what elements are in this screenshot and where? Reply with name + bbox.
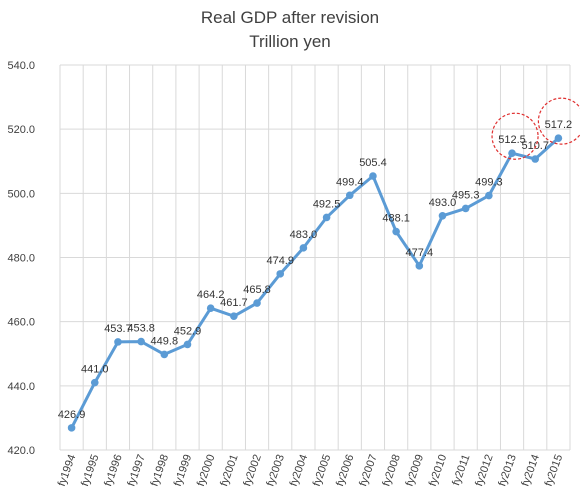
highlight-circle bbox=[491, 112, 539, 160]
x-tick-label: fy2003 bbox=[264, 453, 287, 488]
data-point bbox=[160, 350, 169, 359]
x-tick-label: fy2010 bbox=[427, 453, 450, 488]
x-tick-label: fy2009 bbox=[404, 453, 427, 488]
data-point bbox=[438, 211, 447, 220]
data-point bbox=[531, 155, 540, 163]
series-line bbox=[70, 136, 560, 429]
gridlines bbox=[59, 64, 571, 451]
x-tick-label: fy2014 bbox=[519, 453, 542, 488]
data-label: 452.9 bbox=[174, 325, 202, 337]
data-label: 493.0 bbox=[429, 197, 457, 209]
data-label: 488.1 bbox=[382, 213, 410, 225]
highlight-circle bbox=[537, 97, 580, 145]
x-tick-label: fy2006 bbox=[334, 453, 357, 488]
x-tick-label: fy2004 bbox=[288, 453, 311, 488]
data-point bbox=[183, 340, 192, 349]
x-tick-label: fy2005 bbox=[311, 453, 334, 488]
x-tick-label: fy1994 bbox=[56, 453, 79, 488]
data-label: 449.8 bbox=[151, 335, 179, 347]
x-tick-label: fy2012 bbox=[473, 453, 496, 488]
x-tick-label: fy2015 bbox=[543, 453, 566, 488]
data-point bbox=[345, 191, 354, 200]
data-point bbox=[276, 270, 285, 278]
y-tick-label: 480.0 bbox=[7, 253, 35, 265]
data-point bbox=[485, 191, 493, 200]
x-tick-label: fy1999 bbox=[172, 453, 195, 488]
y-tick-label: 520.0 bbox=[7, 124, 35, 136]
y-tick-label: 460.0 bbox=[7, 317, 35, 329]
data-point bbox=[137, 337, 145, 346]
y-tick-label: 420.0 bbox=[7, 445, 35, 457]
highlight-circles bbox=[491, 97, 580, 160]
x-tick-label: fy1996 bbox=[102, 453, 125, 488]
data-point bbox=[554, 134, 563, 142]
data-point bbox=[90, 378, 99, 387]
y-tick-label: 500.0 bbox=[7, 188, 35, 200]
data-label: 464.2 bbox=[197, 289, 225, 301]
x-tick-label: fy1998 bbox=[149, 453, 172, 488]
data-label: 461.7 bbox=[220, 297, 248, 309]
chart-title: Real GDP after revision bbox=[201, 8, 379, 27]
data-label: 453.7 bbox=[104, 323, 132, 335]
data-label: 426.9 bbox=[58, 409, 86, 421]
data-label: 499.3 bbox=[475, 177, 503, 189]
data-label: 492.5 bbox=[313, 198, 341, 210]
x-tick-label: fy2002 bbox=[241, 453, 264, 488]
data-point bbox=[415, 262, 424, 270]
data-label: 517.2 bbox=[545, 119, 573, 131]
data-point bbox=[392, 227, 400, 236]
chart-subtitle: Trillion yen bbox=[249, 32, 331, 51]
x-tick-label: fy2013 bbox=[496, 453, 519, 488]
data-point bbox=[253, 299, 261, 307]
x-axis-ticks: fy1994 fy1995 fy1996 fy1997 fy1998 fy1999 fy20… bbox=[56, 453, 565, 488]
data-label: 495.3 bbox=[452, 189, 480, 201]
x-tick-label: fy2011 bbox=[450, 453, 472, 487]
data-point bbox=[508, 149, 516, 158]
data-label: 465.8 bbox=[243, 284, 271, 296]
data-point bbox=[461, 204, 470, 213]
data-label: 441.0 bbox=[81, 364, 109, 376]
y-axis-ticks: 420.0 440.0 460.0 480.0 500.0 520.0 540.0 bbox=[7, 60, 35, 457]
y-tick-label: 440.0 bbox=[7, 381, 35, 393]
x-tick-label: fy2001 bbox=[218, 453, 241, 488]
x-tick-label: fy2007 bbox=[357, 453, 380, 488]
data-point bbox=[322, 213, 331, 222]
series-line-group bbox=[70, 136, 560, 429]
data-label: 505.4 bbox=[359, 157, 387, 169]
x-tick-label: fy1995 bbox=[79, 453, 102, 488]
data-point bbox=[206, 304, 215, 312]
data-label: 474.9 bbox=[266, 255, 294, 267]
x-tick-label: fy2000 bbox=[195, 453, 218, 488]
data-point bbox=[67, 424, 76, 432]
data-point bbox=[230, 312, 238, 321]
x-tick-label: fy2008 bbox=[380, 453, 403, 488]
data-point bbox=[369, 172, 377, 180]
data-label: 453.8 bbox=[127, 323, 155, 335]
data-label: 483.0 bbox=[290, 229, 318, 241]
x-tick-label: fy1997 bbox=[125, 453, 148, 488]
data-point bbox=[299, 244, 308, 252]
y-tick-label: 540.0 bbox=[7, 60, 35, 72]
data-point bbox=[114, 338, 122, 346]
data-label: 512.5 bbox=[498, 134, 526, 146]
data-label: 499.4 bbox=[336, 176, 364, 188]
data-label: 477.4 bbox=[406, 247, 434, 259]
data-points bbox=[67, 134, 563, 432]
